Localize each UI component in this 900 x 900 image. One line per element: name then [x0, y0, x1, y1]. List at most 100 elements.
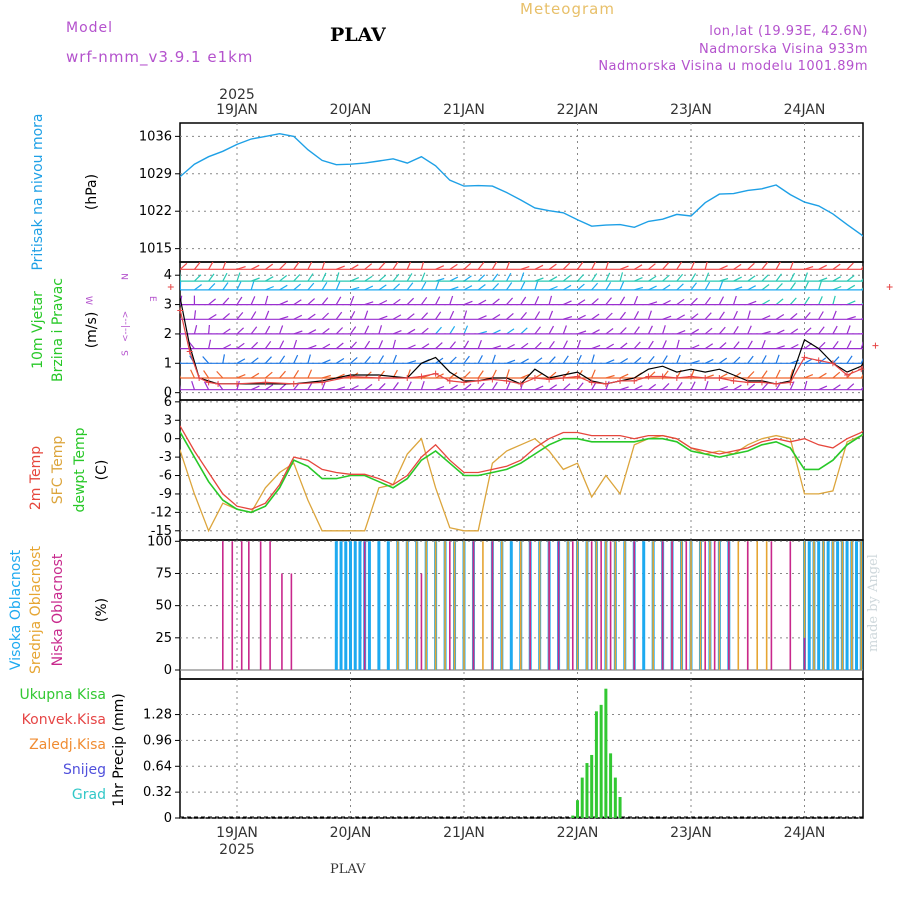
wind-barb	[818, 264, 827, 270]
wind-barb	[733, 372, 742, 379]
wind-barb	[676, 382, 683, 391]
wind-barb	[633, 326, 640, 335]
wind-barb	[818, 326, 825, 335]
wind-barb	[279, 370, 286, 379]
wind-barb	[349, 295, 355, 305]
wind-barb	[506, 262, 511, 270]
wind-barb	[506, 328, 515, 335]
wind-barb	[435, 342, 443, 350]
wind-barb	[349, 311, 356, 320]
wind-barb	[747, 340, 753, 349]
wind-barb-row	[180, 324, 897, 335]
wind-barb	[890, 329, 897, 334]
wind-barb	[676, 262, 683, 270]
wind-barb	[591, 282, 599, 291]
gust-marker	[858, 366, 865, 373]
wind-barbs	[180, 261, 897, 391]
wind-barb	[222, 354, 225, 364]
wind-barb	[875, 299, 882, 305]
y-tick-label: -3	[159, 450, 172, 465]
bottom-day-label: 21JAN	[443, 825, 485, 841]
wind-barb	[790, 343, 799, 350]
cloud-ylabel-3: Niska Oblacnost	[50, 553, 66, 666]
gust-marker	[461, 379, 467, 386]
wind-barb	[846, 300, 856, 306]
wind-barb	[264, 310, 270, 320]
wind-barb	[208, 262, 214, 270]
wind-barb	[307, 329, 317, 335]
wind-barb	[690, 262, 695, 270]
wind-barb	[775, 282, 783, 291]
wind-barb	[534, 341, 542, 350]
wind-barb	[761, 299, 770, 306]
wind-barb	[491, 273, 499, 282]
wind-barb	[633, 356, 642, 364]
gust-marker	[744, 379, 751, 386]
wind-barb	[520, 296, 527, 305]
wind-barb	[890, 381, 893, 389]
wind-barb	[747, 383, 756, 391]
wind-barb	[293, 369, 300, 379]
top-year-label: 2025	[219, 87, 255, 103]
wind-barb	[761, 274, 769, 282]
wind-barb	[605, 312, 613, 320]
wind-barb	[591, 273, 598, 282]
wind-barb	[364, 275, 373, 282]
wind-barb	[180, 262, 188, 270]
wind-barb	[190, 369, 195, 379]
wind-barb	[449, 384, 458, 391]
gust-marker	[432, 370, 439, 377]
wind-barb	[463, 340, 470, 349]
wind-barb	[534, 296, 540, 305]
wind-barb	[605, 281, 612, 291]
wind-barb	[577, 382, 584, 391]
wind-barb	[449, 276, 459, 282]
wind-barb	[222, 343, 232, 350]
temp-unit: (C)	[94, 460, 110, 481]
wind-barb	[364, 285, 374, 291]
wind-barb	[633, 311, 640, 320]
wind-barb	[690, 313, 699, 320]
precip-ylabel: 1hr Precip (mm)	[111, 693, 127, 806]
gust-marker	[205, 379, 212, 386]
footer-station: PLAV	[330, 862, 366, 877]
precip-panel-frame	[179, 678, 864, 819]
wind-ylabel-1: 10m Vjetar	[30, 291, 46, 369]
wind-barb	[264, 295, 269, 305]
wind-barb	[335, 357, 345, 364]
compass-legend: S <--|--> N	[121, 273, 131, 356]
wind-barb	[576, 339, 581, 349]
wind-barb	[890, 261, 893, 270]
y-tick-label: 100	[147, 534, 172, 549]
wind-barb	[548, 325, 555, 335]
top-day-label: 24JAN	[784, 102, 826, 118]
wind-barb	[719, 373, 728, 379]
wind-barb	[392, 283, 401, 291]
wind-barb	[378, 325, 383, 335]
gust-marker	[446, 377, 453, 384]
wind-ylabel-2: Brzina i Pravac	[50, 278, 66, 382]
temp-line-1	[180, 434, 863, 533]
gust-marker	[404, 374, 411, 381]
wind-barb	[732, 295, 737, 305]
wind-barb	[548, 340, 555, 349]
gust-marker	[688, 373, 694, 380]
wind-barb	[662, 355, 668, 364]
wind-barb	[662, 299, 671, 306]
wind-barb	[619, 342, 628, 350]
wind-barb	[563, 284, 572, 291]
wind-barb	[335, 327, 344, 335]
cloud-unit: (%)	[94, 598, 110, 622]
wind-barb	[279, 284, 288, 291]
wind-barb	[548, 356, 556, 364]
wind-barb	[789, 328, 799, 335]
wind-barb	[520, 281, 526, 291]
wind-barb	[846, 383, 855, 391]
wind-barb	[307, 262, 313, 270]
wind-barb	[208, 339, 212, 349]
y-tick-label: 3	[164, 413, 172, 428]
wind-barb	[733, 384, 742, 391]
wind-barb	[463, 275, 472, 282]
wind-barb	[591, 262, 597, 270]
station-title: PLAV	[330, 24, 386, 46]
